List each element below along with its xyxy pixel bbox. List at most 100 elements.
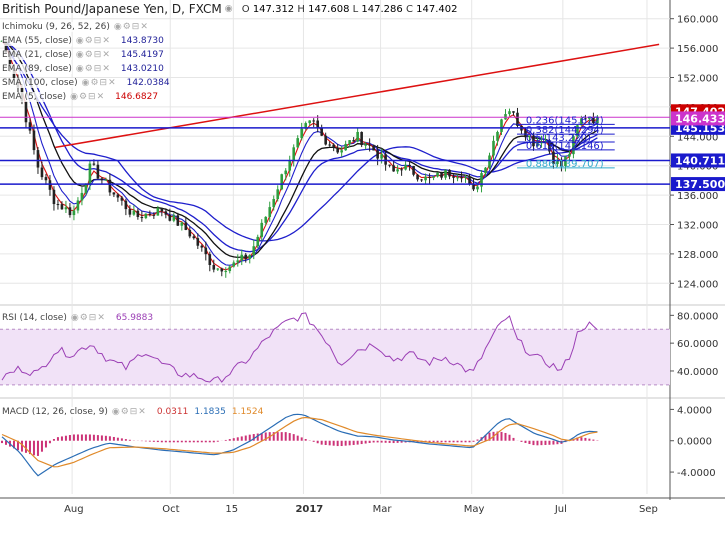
rsi-y-tick-label: 60.0000 xyxy=(677,339,718,350)
legend-indicator-label[interactable]: EMA (5, close) xyxy=(2,92,67,102)
candle-body xyxy=(444,169,447,178)
indicator-controls-icon[interactable]: ◉⚙⊟✕ xyxy=(113,22,149,32)
legend-indicator-label[interactable]: EMA (89, close) xyxy=(2,64,72,74)
y-tick-label: 124.000 xyxy=(677,279,718,290)
candle-body xyxy=(244,254,248,259)
legend-indicator-label[interactable]: SMA (100, close) xyxy=(2,78,78,88)
pane-background xyxy=(0,400,670,494)
candle-body xyxy=(396,169,399,172)
candle-body xyxy=(432,176,435,178)
candle-body xyxy=(196,238,200,246)
macd-label[interactable]: MACD (12, 26, close, 9) xyxy=(2,407,108,417)
candle-body xyxy=(532,135,535,147)
candle-body xyxy=(516,112,519,126)
candle-body xyxy=(120,197,124,201)
candle-body xyxy=(280,174,284,190)
rsi-legend: RSI (14, close) ◉⚙⊟✕ 65.9883 xyxy=(2,311,153,325)
indicator-controls-icon[interactable]: ◉⚙⊟✕ xyxy=(70,92,106,102)
candle-body xyxy=(264,216,268,223)
legend-indicator-label[interactable]: Ichimoku (9, 26, 52, 26) xyxy=(2,22,110,32)
rsi-value: 65.9883 xyxy=(115,313,154,323)
candle-body xyxy=(124,200,128,210)
indicator-controls-icon[interactable]: ◉⚙⊟✕ xyxy=(75,36,111,46)
price-label-bg xyxy=(671,111,725,126)
level-label: 137.500 xyxy=(675,178,725,191)
candle-body xyxy=(36,150,40,168)
candle-body xyxy=(536,142,539,147)
candle-body xyxy=(460,177,463,179)
candle-body xyxy=(292,147,296,161)
pane-background xyxy=(0,0,670,302)
ema-89-line xyxy=(1,40,598,253)
candle-body xyxy=(332,144,335,148)
candle-body xyxy=(236,260,240,263)
y-tick-label: 128.000 xyxy=(677,250,718,261)
candle-body xyxy=(508,111,511,115)
y-tick-label: 132.000 xyxy=(677,221,718,232)
candle-body xyxy=(592,116,595,124)
candle-body xyxy=(392,165,395,172)
candle-body xyxy=(408,164,411,167)
candle-body xyxy=(428,176,431,178)
indicator-controls-icon[interactable]: ◉⚙⊟✕ xyxy=(81,78,117,88)
indicator-controls-icon[interactable]: ◉⚙⊟✕ xyxy=(75,50,111,60)
candle-body xyxy=(420,179,423,181)
candle-body xyxy=(52,189,56,205)
candle-body xyxy=(328,144,331,146)
candle-body xyxy=(320,128,323,136)
candle-body xyxy=(0,40,4,42)
candle-body xyxy=(296,138,300,148)
fib-level-label: 0.382(144.294) xyxy=(526,125,604,136)
indicator-controls-icon[interactable]: ◉⚙⊟✕ xyxy=(70,313,106,323)
legend-indicator-value: 145.4197 xyxy=(120,50,164,60)
candle-body xyxy=(580,118,583,126)
x-tick-label: Mar xyxy=(373,504,393,515)
candle-body xyxy=(240,254,244,261)
rsi-y-tick-label: 80.0000 xyxy=(677,311,718,322)
candle-body xyxy=(160,208,164,212)
x-tick-label: 15 xyxy=(225,504,238,515)
legend-row: EMA (5, close) ◉⚙⊟✕ 146.6827 xyxy=(2,90,158,104)
candle-body xyxy=(480,173,483,187)
candle-body xyxy=(412,166,415,175)
candle-body xyxy=(228,266,232,272)
fib-level-label: 0.236(145.622) xyxy=(526,115,604,126)
candle-body xyxy=(248,255,252,259)
candle-body xyxy=(40,167,44,178)
candle-body xyxy=(108,179,112,193)
candle-body xyxy=(472,183,475,190)
candle-body xyxy=(568,154,571,157)
candle-body xyxy=(312,120,315,122)
candle-body xyxy=(576,125,579,137)
candle-body xyxy=(360,131,363,146)
candle-body xyxy=(200,245,204,248)
indicator-controls-icon[interactable]: ◉⚙⊟✕ xyxy=(75,64,111,74)
eye-icon[interactable]: ◉ xyxy=(224,4,233,14)
symbol-title[interactable]: British Pound/Japanese Yen, D, FXCM xyxy=(2,2,222,16)
legend-indicator-label[interactable]: EMA (21, close) xyxy=(2,50,72,60)
candle-body xyxy=(324,135,327,145)
candle-body xyxy=(384,154,387,165)
candle-body xyxy=(300,128,303,139)
candle-body xyxy=(216,268,220,270)
candle-body xyxy=(96,164,100,179)
candle-body xyxy=(284,170,288,175)
trendline xyxy=(55,43,660,149)
candle-body xyxy=(256,236,260,247)
candle-body xyxy=(496,131,499,141)
candle-body xyxy=(80,192,84,201)
candle-body xyxy=(556,159,559,165)
indicator-controls-icon[interactable]: ◉⚙⊟✕ xyxy=(111,407,147,417)
x-tick-label: Sep xyxy=(639,504,658,515)
rsi-label[interactable]: RSI (14, close) xyxy=(2,313,67,323)
candle-body xyxy=(72,210,76,216)
legend-indicator-label[interactable]: EMA (55, close) xyxy=(2,36,72,46)
legend-row: Ichimoku (9, 26, 52, 26) ◉⚙⊟✕ xyxy=(2,20,159,34)
candle-body xyxy=(104,179,108,181)
candle-body xyxy=(220,268,224,272)
candle-body xyxy=(596,116,599,124)
x-tick-label: Oct xyxy=(162,504,179,515)
candle-body xyxy=(152,214,156,216)
candle-body xyxy=(484,167,487,174)
